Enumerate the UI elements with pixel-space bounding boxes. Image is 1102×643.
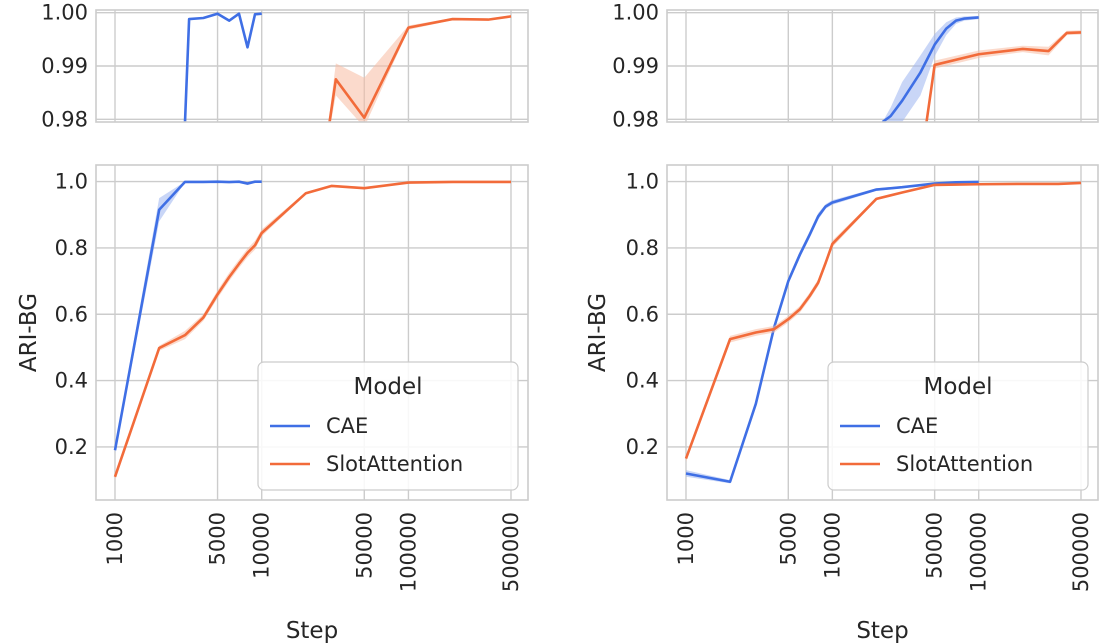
y-tick-label: 0.6: [55, 302, 88, 326]
x-tick-label: 100000: [396, 512, 420, 592]
plot-area: [684, 180, 1082, 484]
y-tick-label: 1.00: [612, 1, 659, 25]
series-line-slotattention: [684, 181, 1082, 459]
x-tick-label: 1000: [103, 512, 127, 565]
x-axis-title: Step: [286, 618, 338, 643]
legend-box: [257, 361, 519, 491]
x-tick-label: 50000: [352, 512, 376, 579]
panel-left-top: 0.98 0.99 1.00: [41, 1, 529, 131]
y-tick-label: 0.8: [626, 236, 659, 260]
y-axis-title: ARI-BG: [16, 293, 42, 372]
x-tick-label: 100000: [967, 512, 991, 592]
x-axis-title: Step: [856, 618, 908, 643]
series-line-cae: [881, 16, 979, 122]
confidence-band-slotattention: [329, 15, 511, 122]
legend-title: Model: [353, 374, 422, 400]
panel-right-bottom: 0.2 0.4 0.6 0.8 1.0 1000 5000 10000 50000 100000 5…: [585, 164, 1099, 643]
legend-label-cae: CAE: [896, 414, 938, 438]
panel-left-bottom: 0.2 0.4 0.6 0.8 1.0 1000 5000 10000 50000 100000 5…: [16, 164, 529, 643]
y-tick-label: 1.00: [41, 1, 88, 25]
legend-title: Model: [923, 374, 992, 400]
y-tick-label: 1.0: [626, 170, 659, 194]
axes-frame: [95, 164, 529, 501]
legend-label-slotattention: SlotAttention: [326, 452, 463, 476]
x-tick-label: 10000: [820, 512, 844, 579]
series-line-slotattention: [328, 15, 512, 122]
legend-label-cae: CAE: [326, 414, 368, 438]
plot-area: [881, 15, 1082, 122]
legend: Model CAE SlotAttention: [827, 361, 1089, 491]
axes-frame: [666, 9, 1099, 123]
y-axis-title: ARI-BG: [585, 293, 611, 372]
x-tick-label: 50000: [923, 512, 947, 579]
x-tick-label: 500000: [499, 512, 523, 592]
panel-right-top: 0.98 0.99 1.00: [612, 1, 1099, 131]
y-tick-label: 0.98: [612, 107, 659, 131]
legend-label-slotattention: SlotAttention: [896, 452, 1033, 476]
x-tick-label: 500000: [1069, 512, 1093, 592]
plot-area: [183, 12, 512, 122]
series-line-cae: [183, 12, 262, 122]
axes-frame: [666, 164, 1099, 501]
y-tick-label: 0.8: [55, 236, 88, 260]
y-tick-label: 0.6: [626, 302, 659, 326]
y-tick-label: 0.99: [612, 54, 659, 78]
axes-frame: [95, 9, 529, 123]
x-tick-label: 5000: [776, 512, 800, 565]
plot-area: [113, 180, 511, 481]
y-tick-label: 0.4: [55, 369, 88, 393]
y-tick-label: 0.98: [41, 107, 88, 131]
y-tick-label: 1.0: [55, 170, 88, 194]
x-tick-label: 10000: [250, 512, 274, 579]
legend-box: [827, 361, 1089, 491]
series-line-cae: [685, 180, 979, 484]
series-line-slotattention: [925, 31, 1082, 122]
confidence-band-slotattention: [926, 30, 1081, 122]
y-tick-label: 0.99: [41, 54, 88, 78]
x-tick-label: 1000: [674, 512, 698, 565]
series-line-slotattention: [113, 180, 511, 478]
y-tick-label: 0.2: [626, 435, 659, 459]
legend: Model CAE SlotAttention: [257, 361, 519, 491]
x-tick-label: 5000: [206, 512, 230, 565]
y-tick-label: 0.2: [55, 435, 88, 459]
y-tick-label: 0.4: [626, 369, 659, 393]
series-line-cae: [113, 180, 262, 451]
